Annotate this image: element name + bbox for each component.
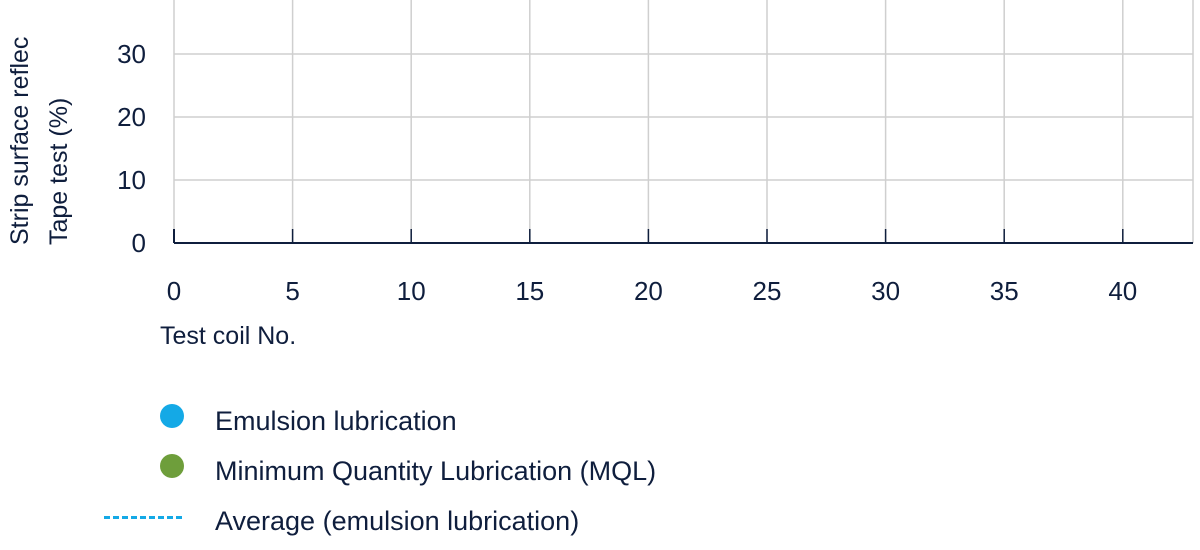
- legend-label-mql: Minimum Quantity Lubrication (MQL): [215, 456, 657, 486]
- x-tick-label: 10: [397, 276, 426, 306]
- y-tick-label: 10: [117, 165, 146, 195]
- y-tick-label: 0: [132, 228, 146, 258]
- x-axis-title: Test coil No.: [160, 322, 297, 350]
- x-tick-label: 40: [1108, 276, 1137, 306]
- y-tick-label: 20: [117, 102, 146, 132]
- legend-marker-emulsion: [160, 404, 184, 428]
- x-tick-label: 20: [634, 276, 663, 306]
- x-tick-label: 0: [167, 276, 181, 306]
- x-tick-label: 25: [753, 276, 782, 306]
- legend-marker-mql: [160, 454, 184, 478]
- y-tick-label: 30: [117, 39, 146, 69]
- x-tick-label: 15: [515, 276, 544, 306]
- x-tick-label: 5: [285, 276, 299, 306]
- legend-label-emulsion: Emulsion lubrication: [215, 406, 457, 436]
- legend: Emulsion lubrication Minimum Quantity Lu…: [0, 400, 1200, 550]
- x-tick-label: 30: [871, 276, 900, 306]
- legend-marker-average-emulsion: [104, 516, 182, 519]
- legend-label-average-emulsion: Average (emulsion lubrication): [215, 506, 580, 536]
- chart-plot: 0 5 10 15 20 25 30 35 40 0 10 20 30: [117, 0, 1194, 306]
- x-tick-label: 35: [990, 276, 1019, 306]
